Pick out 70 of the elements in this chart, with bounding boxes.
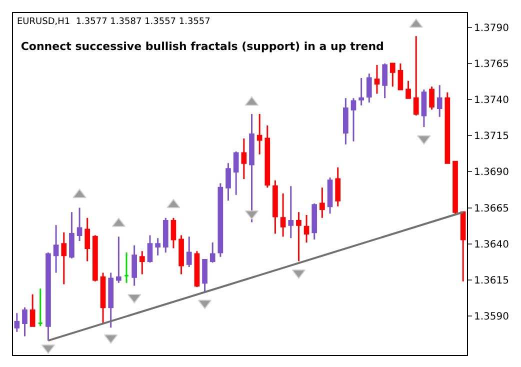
candlestick [69,211,74,260]
candlestick [202,259,208,292]
candlestick [147,234,153,264]
candlestick [264,124,270,188]
candlestick [132,244,137,286]
candlestick [406,80,411,99]
candlestick [343,97,348,146]
candlestick [304,214,310,244]
candlestick [366,72,372,104]
candlestick [218,182,224,258]
candlestick [296,211,302,262]
candlestick [421,88,427,128]
candlestick [226,162,231,202]
candlestick [124,252,130,284]
candlestick [452,160,458,214]
text: Connect successive bullish fractals (support) in a up trend [20,40,384,53]
y-tick-label: 1.3615 [474,275,509,286]
y-tick-label: 1.3665 [474,203,509,214]
candlestick [108,272,114,328]
candlestick [46,252,51,342]
candlestick [429,86,434,110]
candlestick [116,236,122,284]
candlestick [327,176,333,214]
candlestick [210,242,216,264]
y-tick-label: 1.3590 [474,312,509,323]
candlestick [382,62,388,99]
candlestick [272,180,278,235]
candlestick [288,185,294,239]
candlestick [436,84,442,118]
candlestick [22,306,28,337]
candlestick [413,35,419,116]
candlestick [444,92,450,164]
candlestick [320,186,325,219]
candlestick [92,234,98,282]
candlestick [178,234,184,275]
candlestick [38,288,44,327]
candlestick [390,62,396,88]
candlestick [312,202,318,240]
candlestick [398,62,404,90]
candlestick [374,64,380,95]
annotation: EURUSD,H1 1.3577 1.3587 1.3557 1.3557 [17,17,210,27]
candlestick [155,237,160,256]
y-tick-label: 1.3790 [474,22,509,34]
candlestick [241,138,247,180]
candlestick [162,217,168,254]
candlestick [249,113,254,223]
candlestick [30,294,36,327]
candlestick [61,232,67,286]
candlestick [170,217,176,249]
y-tick-label: 1.3690 [474,167,509,178]
y-tick-label: 1.3640 [474,239,509,250]
candlestick [280,192,286,238]
candlestick [84,217,90,262]
candlestick [335,166,341,208]
candlestick [460,211,466,282]
candlestick [76,207,82,242]
candlestick [53,224,59,274]
candlestick [139,250,145,275]
y-tick-label: 1.3740 [474,95,509,106]
candlestick [186,236,192,268]
point [72,188,86,198]
y-tick-label: 1.3715 [474,131,509,142]
candlestick [233,150,239,196]
candlestick [358,77,364,106]
candlestick [256,113,262,156]
candlestick [194,250,200,288]
candlestick [14,312,20,333]
candlestick [350,97,356,142]
candlestick [100,272,106,324]
y-tick-label: 1.3765 [474,59,509,70]
